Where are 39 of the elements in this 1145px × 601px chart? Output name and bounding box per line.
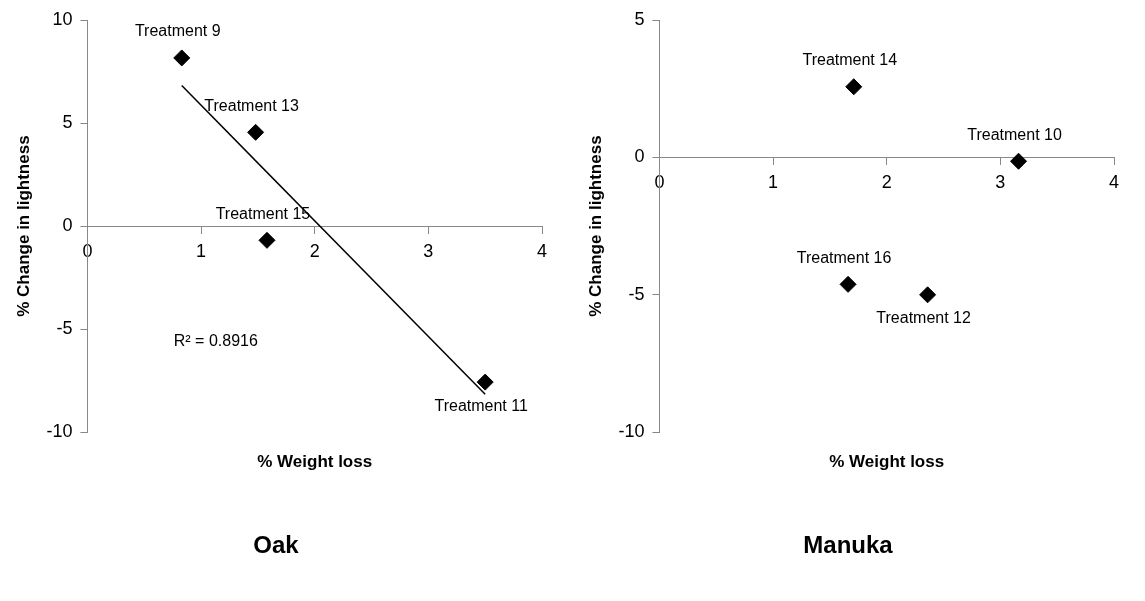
x-tick-label: 2 (881, 172, 892, 193)
annotation: Treatment 13 (204, 96, 299, 114)
point (476, 373, 494, 391)
y-tick-label: -5 (56, 318, 73, 339)
annotation: Treatment 9 (134, 22, 221, 40)
x-tick-label: 3 (995, 172, 1006, 193)
y-tick-label: -10 (618, 421, 645, 442)
x-tick-label: 2 (309, 240, 320, 261)
y-tick-label: 5 (634, 8, 645, 29)
x-tick-label: 4 (1108, 172, 1120, 193)
y-tick-label: 5 (62, 112, 73, 133)
x-axis-title: % Weight loss (257, 451, 373, 471)
point (845, 78, 863, 96)
x-tick-label: 4 (536, 240, 548, 261)
y-tick-label: 0 (634, 146, 645, 167)
text: Manuka (803, 531, 894, 559)
annotation: Treatment 16 (796, 248, 892, 266)
annotation: Treatment 11 (434, 396, 528, 414)
point (919, 286, 937, 304)
point (258, 231, 276, 249)
text: Oak (253, 531, 300, 559)
annotation: Treatment 14 (802, 51, 898, 69)
x-tick-label: 1 (196, 240, 207, 261)
x-axis-title: % Weight loss (829, 451, 945, 471)
y-tick-label: -5 (628, 283, 645, 304)
annotation: Treatment 12 (876, 309, 971, 327)
y-tick-label: -10 (46, 421, 73, 442)
y-tick-label: 0 (62, 215, 73, 236)
point (839, 275, 857, 293)
point (1010, 152, 1028, 170)
x-tick-label: 1 (768, 172, 779, 193)
annotation: Treatment 10 (967, 125, 1062, 143)
x-tick-label: 3 (423, 240, 434, 261)
point (173, 49, 191, 67)
y-axis-title: % Change in lightness (585, 135, 605, 317)
y-tick-label: 10 (52, 8, 73, 29)
annotation: R² = 0.8916 (173, 331, 258, 349)
y-axis-title: % Change in lightness (13, 135, 33, 317)
point (247, 123, 265, 141)
